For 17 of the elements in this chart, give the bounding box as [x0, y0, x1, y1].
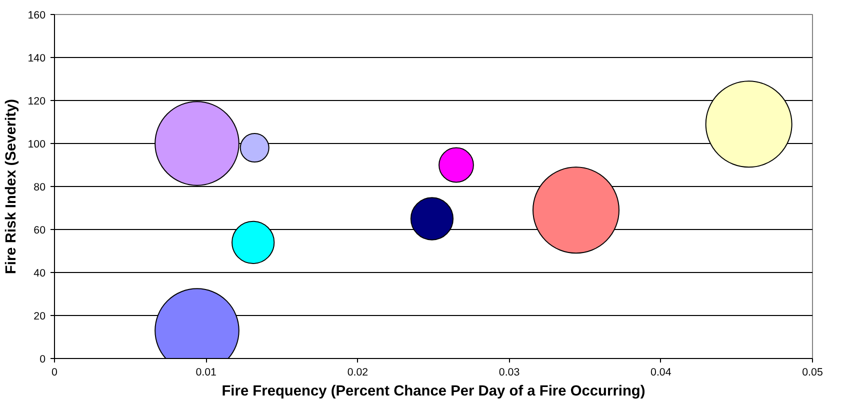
- x-tick-label: 0.05: [802, 366, 823, 378]
- x-axis-title: Fire Frequency (Percent Chance Per Day of a Fire Occurring): [222, 384, 646, 400]
- y-tick-label: 0: [40, 354, 46, 366]
- y-tick-label: 40: [34, 268, 46, 280]
- y-tick-label: 80: [34, 182, 46, 194]
- y-tick-label: 100: [28, 138, 46, 150]
- y-tick-label: 160: [28, 10, 46, 22]
- x-tick-label: 0.03: [498, 366, 520, 378]
- y-axis-title: Fire Risk Index (Severity): [4, 98, 20, 274]
- x-tick-label: 0: [52, 366, 58, 378]
- y-tick-label: 20: [34, 310, 46, 322]
- x-tick-label: 0.01: [196, 366, 217, 378]
- y-tick-label: 60: [34, 224, 46, 236]
- y-tick-label: 140: [28, 52, 46, 64]
- x-tick-label: 0.04: [650, 366, 672, 378]
- y-tick-label: 120: [28, 96, 46, 108]
- x-tick-label: 0.02: [347, 366, 368, 378]
